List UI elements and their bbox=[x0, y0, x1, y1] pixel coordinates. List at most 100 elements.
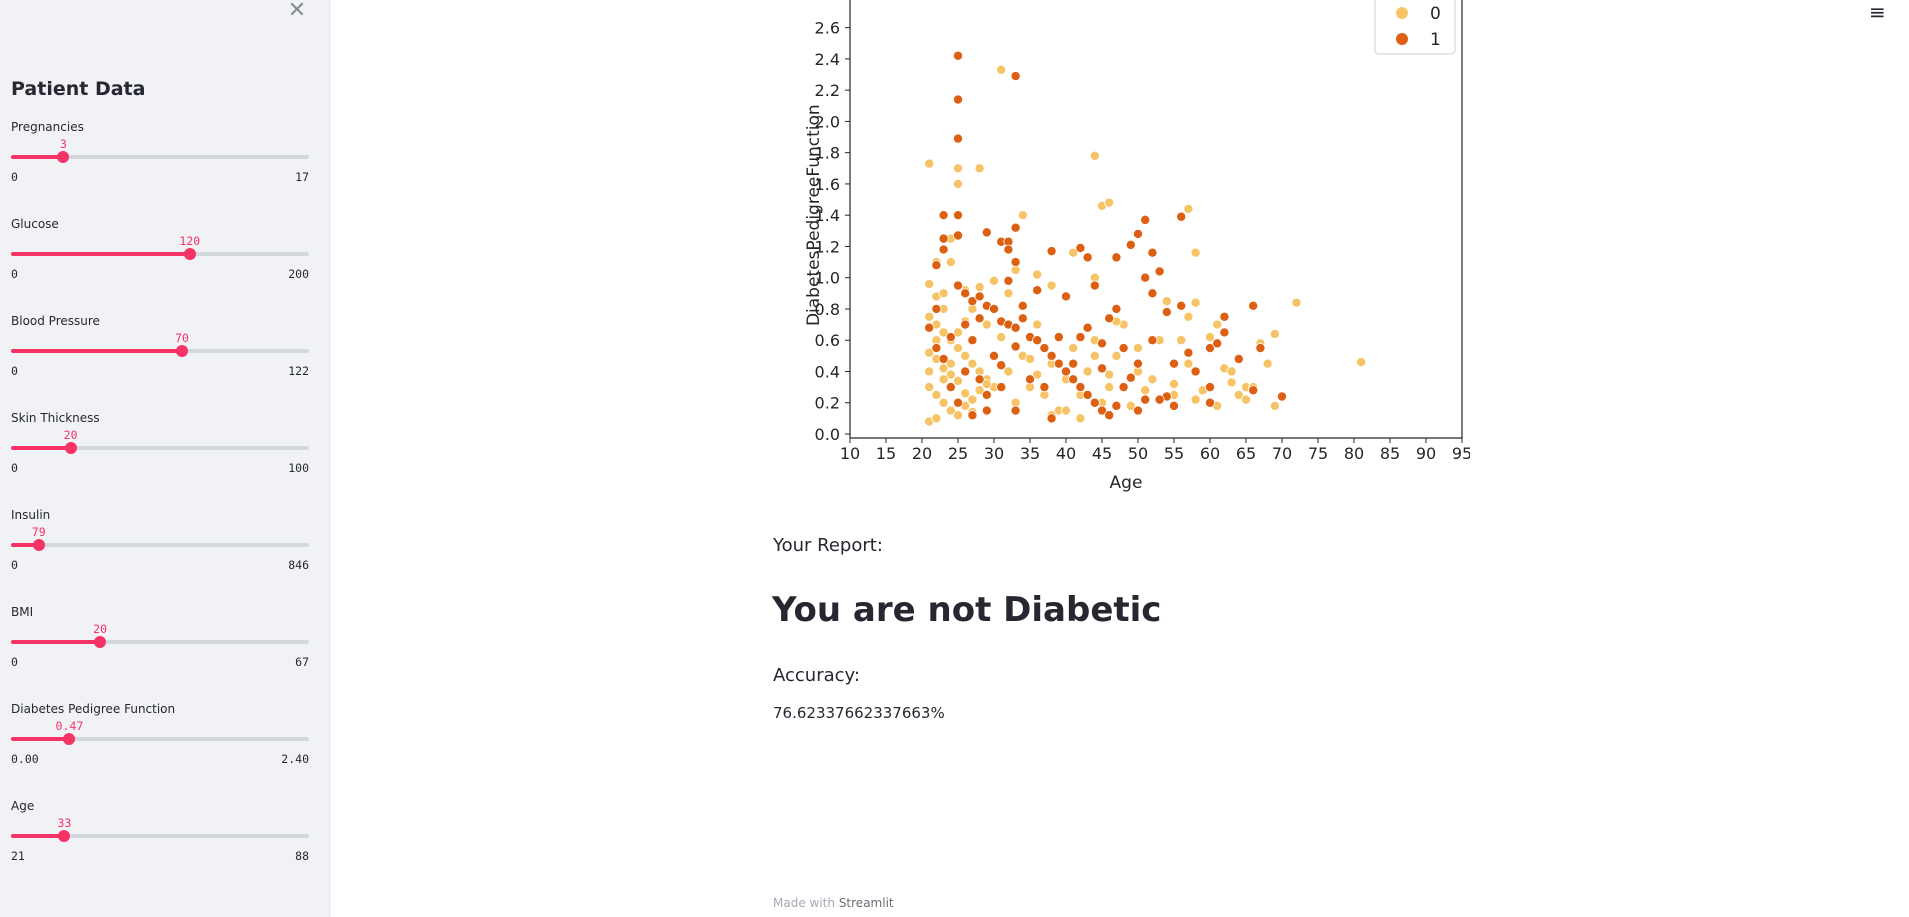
data-point-class-1 bbox=[938, 233, 949, 244]
data-point-class-0 bbox=[1190, 297, 1201, 308]
slider-thumb[interactable] bbox=[176, 345, 189, 357]
streamlit-link[interactable]: Streamlit bbox=[838, 896, 894, 910]
slider-blood-pressure[interactable]: Blood Pressure 70 0 122 bbox=[11, 314, 309, 394]
data-point-class-1 bbox=[967, 410, 978, 421]
x-tick-label: 25 bbox=[948, 444, 968, 463]
slider-thumb[interactable] bbox=[183, 248, 196, 260]
prediction-result: You are not Diabetic bbox=[772, 590, 1162, 630]
data-point-class-0 bbox=[1356, 357, 1367, 368]
data-point-class-1 bbox=[1096, 363, 1107, 374]
slider-max: 17 bbox=[295, 170, 309, 184]
data-point-class-0 bbox=[1269, 328, 1280, 339]
data-point-class-1 bbox=[1255, 343, 1266, 354]
x-tick-label: 40 bbox=[1056, 444, 1076, 463]
data-point-class-1 bbox=[1132, 405, 1143, 416]
data-point-class-1 bbox=[1053, 358, 1064, 369]
data-point-class-0 bbox=[1190, 394, 1201, 405]
x-tick-label: 95 bbox=[1452, 444, 1470, 463]
data-point-class-1 bbox=[988, 350, 999, 361]
y-tick-label: 1.6 bbox=[815, 175, 840, 194]
slider-max: 122 bbox=[288, 364, 309, 378]
data-point-class-1 bbox=[1096, 405, 1107, 416]
slider-value: 3 bbox=[59, 137, 67, 151]
data-point-class-1 bbox=[981, 389, 992, 400]
data-point-class-1 bbox=[1096, 338, 1107, 349]
data-point-class-1 bbox=[952, 133, 963, 144]
data-point-class-1 bbox=[924, 322, 935, 333]
data-point-class-1 bbox=[1132, 228, 1143, 239]
data-point-class-0 bbox=[1190, 247, 1201, 258]
data-point-class-0 bbox=[996, 332, 1007, 343]
data-point-class-1 bbox=[1046, 413, 1057, 424]
data-point-class-0 bbox=[1104, 369, 1115, 380]
data-point-class-1 bbox=[1082, 389, 1093, 400]
data-point-class-1 bbox=[952, 50, 963, 61]
data-point-class-1 bbox=[1219, 327, 1230, 338]
slider-label: Glucose bbox=[11, 217, 59, 231]
slider-age[interactable]: Age 33 21 88 bbox=[11, 799, 309, 879]
slider-track[interactable] bbox=[11, 155, 309, 159]
data-point-class-1 bbox=[952, 210, 963, 221]
data-point-class-0 bbox=[1068, 343, 1079, 354]
slider-diabetes-pedigree-function[interactable]: Diabetes Pedigree Function 0.47 0.00 2.40 bbox=[11, 702, 309, 782]
data-point-class-1 bbox=[945, 382, 956, 393]
slider-bmi[interactable]: BMI 20 0 67 bbox=[11, 605, 309, 685]
data-point-class-0 bbox=[1183, 203, 1194, 214]
slider-thumb[interactable] bbox=[32, 539, 45, 551]
x-tick-label: 80 bbox=[1344, 444, 1364, 463]
slider-max: 2.40 bbox=[281, 752, 309, 766]
y-tick-label: 2.2 bbox=[815, 81, 840, 100]
slider-fill bbox=[11, 834, 65, 838]
slider-fill bbox=[11, 446, 71, 450]
slider-value: 33 bbox=[57, 816, 72, 830]
slider-glucose[interactable]: Glucose 120 0 200 bbox=[11, 217, 309, 297]
slider-track[interactable] bbox=[11, 834, 309, 838]
slider-track[interactable] bbox=[11, 446, 309, 450]
slider-fill bbox=[11, 252, 190, 256]
x-tick-label: 15 bbox=[876, 444, 896, 463]
data-point-class-1 bbox=[1032, 335, 1043, 346]
data-point-class-1 bbox=[931, 260, 942, 271]
slider-label: Blood Pressure bbox=[11, 314, 100, 328]
hamburger-menu-icon[interactable]: ≡ bbox=[1869, 0, 1886, 24]
data-point-class-0 bbox=[1147, 374, 1158, 385]
slider-fill bbox=[11, 640, 101, 644]
data-point-class-1 bbox=[945, 332, 956, 343]
data-point-class-0 bbox=[1262, 358, 1273, 369]
slider-track[interactable] bbox=[11, 543, 309, 547]
data-point-class-1 bbox=[1111, 400, 1122, 411]
data-point-class-0 bbox=[1032, 319, 1043, 330]
slider-thumb[interactable] bbox=[58, 830, 71, 842]
data-point-class-0 bbox=[1089, 150, 1100, 161]
data-point-class-0 bbox=[1075, 413, 1086, 424]
accuracy-value: 76.62337662337663% bbox=[773, 704, 945, 722]
x-tick-label: 50 bbox=[1128, 444, 1148, 463]
data-point-class-1 bbox=[931, 303, 942, 314]
data-point-class-0 bbox=[924, 158, 935, 169]
data-point-class-0 bbox=[938, 327, 949, 338]
y-tick-label: 0.4 bbox=[815, 362, 840, 381]
slider-thumb[interactable] bbox=[64, 442, 77, 454]
slider-thumb[interactable] bbox=[57, 151, 70, 163]
slider-insulin[interactable]: Insulin 79 0 846 bbox=[11, 508, 309, 588]
slider-label: Pregnancies bbox=[11, 120, 84, 134]
data-point-class-0 bbox=[1003, 366, 1014, 377]
legend-box bbox=[1374, 0, 1456, 55]
close-sidebar-button[interactable]: ✕ bbox=[287, 0, 307, 23]
x-tick-label: 35 bbox=[1020, 444, 1040, 463]
data-point-class-0 bbox=[952, 178, 963, 189]
data-point-class-0 bbox=[1024, 353, 1035, 364]
data-point-class-0 bbox=[945, 405, 956, 416]
data-point-class-0 bbox=[1140, 385, 1151, 396]
slider-thumb[interactable] bbox=[94, 636, 107, 648]
slider-pregnancies[interactable]: Pregnancies 3 0 17 bbox=[11, 120, 309, 200]
data-point-class-1 bbox=[1082, 322, 1093, 333]
data-point-class-1 bbox=[1140, 272, 1151, 283]
slider-skin-thickness[interactable]: Skin Thickness 20 0 100 bbox=[11, 411, 309, 491]
slider-track[interactable] bbox=[11, 737, 309, 741]
data-point-class-1 bbox=[1147, 335, 1158, 346]
data-point-class-0 bbox=[924, 347, 935, 358]
data-point-class-0 bbox=[1240, 394, 1251, 405]
slider-track[interactable] bbox=[11, 640, 309, 644]
slider-thumb[interactable] bbox=[63, 733, 76, 745]
